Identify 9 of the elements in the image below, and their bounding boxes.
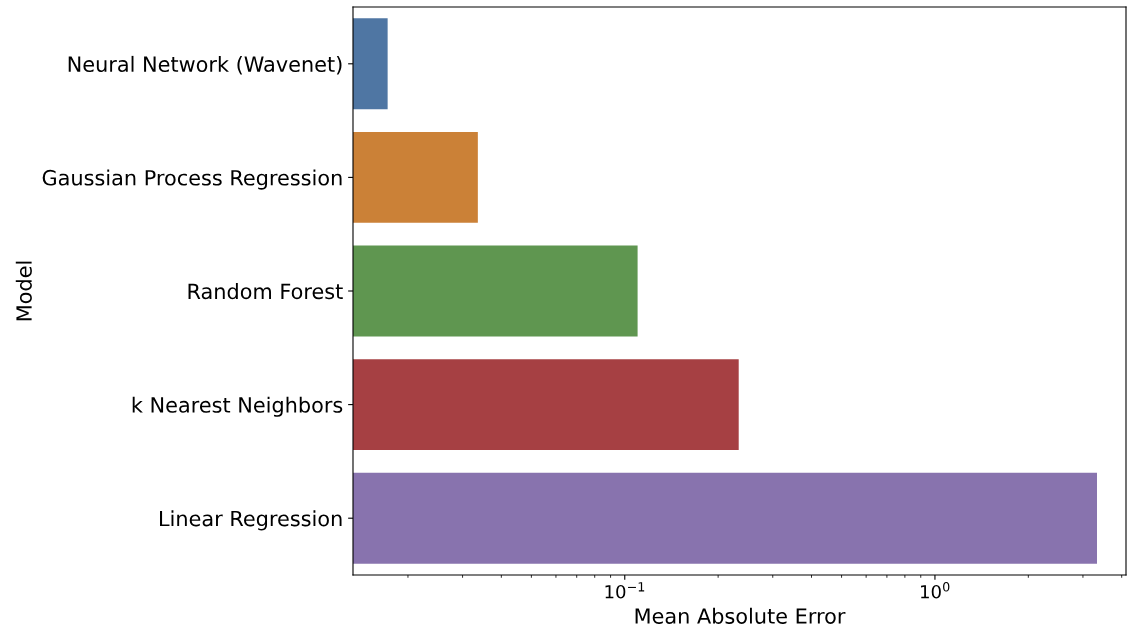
y-axis-title: Model	[15, 261, 32, 321]
y-tick-label: Random Forest	[188, 283, 343, 300]
y-tick-label: Linear Regression	[160, 510, 342, 531]
y-tick-label: Gaussian Process Regression	[42, 169, 342, 190]
x-axis-title: Mean Absolute Error	[635, 607, 846, 624]
y-tick-label: Neural Network (Wavenet)	[68, 55, 342, 75]
y-tick-label: k Nearest Neighbors	[132, 396, 343, 417]
x-tick-label: 10$^{0}$	[921, 582, 950, 599]
x-tick-label: 10$^{−1}$	[605, 582, 645, 599]
